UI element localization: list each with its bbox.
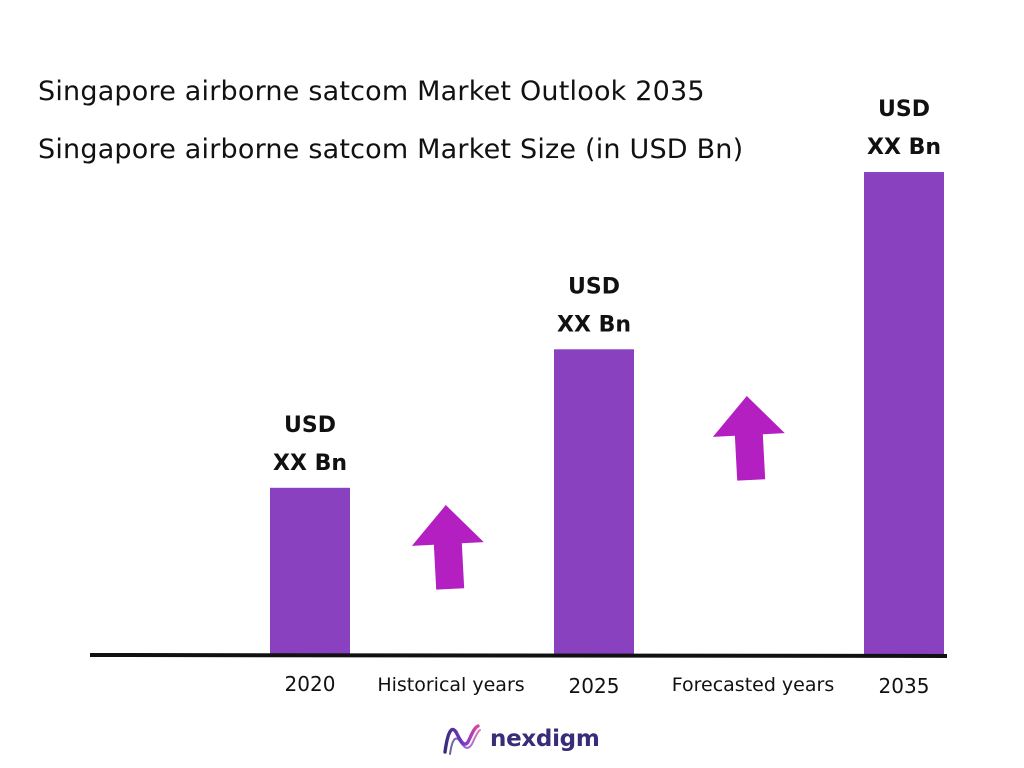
period-label-2: Forecasted years	[672, 674, 834, 696]
chart-title: Singapore airborne satcom Market Outlook…	[38, 76, 705, 107]
bar-2020	[270, 487, 350, 654]
period-label-1: Historical years	[377, 674, 524, 696]
growth-arrow-icon	[712, 396, 785, 481]
tick-label-2025: 2025	[569, 674, 620, 698]
data-label-2035-line2: XX Bn	[867, 135, 941, 160]
tick-label-2035: 2035	[879, 674, 930, 698]
data-label-2020-line2: XX Bn	[273, 451, 347, 476]
chart-subtitle: Singapore airborne satcom Market Size (i…	[38, 134, 744, 165]
data-label-2025-line2: XX Bn	[557, 312, 631, 337]
bar-2025	[554, 349, 634, 654]
bar-2035	[864, 172, 944, 654]
nexdigm-logo: nexdigm	[442, 722, 600, 756]
data-label-2025-line1: USD	[568, 274, 620, 299]
data-label-2035-line1: USD	[878, 97, 930, 122]
nexdigm-logo-text: nexdigm	[490, 726, 600, 752]
growth-arrow-icon	[411, 505, 484, 590]
tick-label-2020: 2020	[285, 672, 336, 696]
x-axis-line	[89, 653, 948, 658]
nexdigm-logo-icon	[443, 724, 481, 755]
data-label-2020-line1: USD	[284, 413, 336, 438]
